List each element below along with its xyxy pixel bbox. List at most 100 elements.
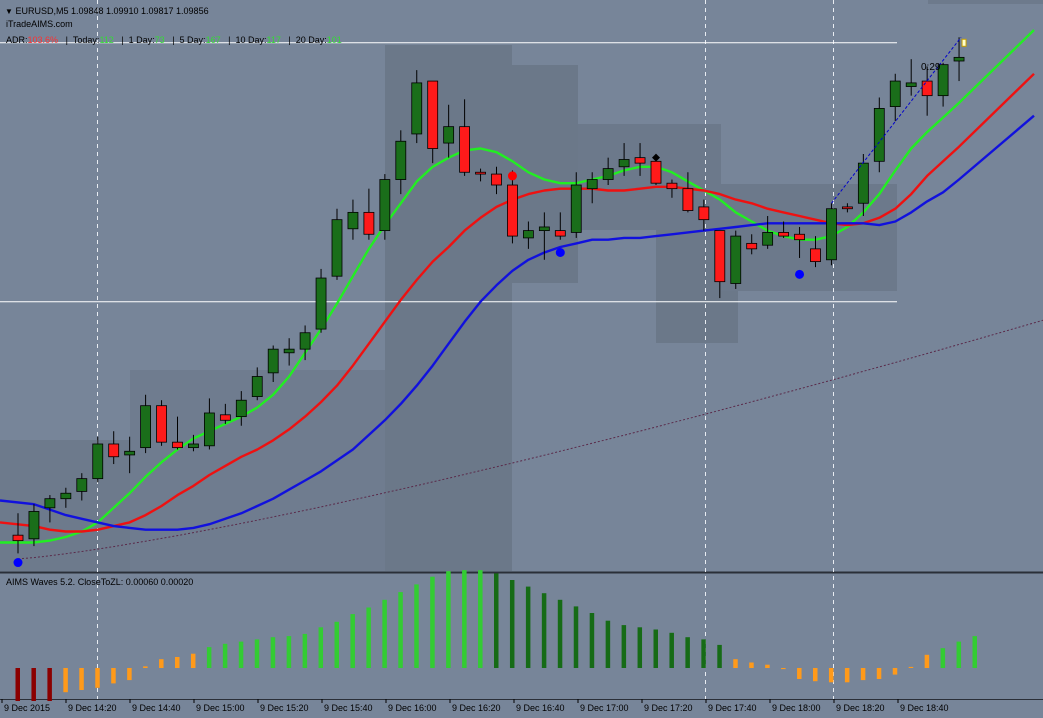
bull-candle [299,332,311,350]
buy-signal-dot [555,247,565,257]
histogram-bar [446,571,451,668]
histogram-bar [876,668,882,679]
histogram-bar [63,668,68,693]
session-zone [721,184,897,291]
bear-candle [427,80,439,149]
bull-candle [395,140,407,180]
histogram-bar [924,654,930,668]
bull-candle [188,443,199,449]
adr-label: ADR: [6,35,28,45]
bear-candle [778,232,789,237]
histogram-bar [366,607,371,668]
time-tick-label: 9 Dec 16:40 [516,703,565,713]
time-tick-label: 9 Dec 18:20 [836,703,885,713]
bear-candle [12,534,24,542]
adr-panel: ADR:103.6% | Today:112 | 1 Day:73 | 5 Da… [6,35,342,45]
divider: | [223,35,236,45]
histogram-bar [95,668,100,688]
bear-candle [156,405,167,443]
top-bar-strip [928,0,1043,4]
bull-candle [873,108,885,162]
day10-value: 117 [266,35,281,45]
bull-candle [443,126,455,144]
histogram-bar [334,621,339,668]
divider: | [167,35,180,45]
histogram-bar [972,636,977,668]
bull-candle [826,208,837,261]
histogram-bar [797,668,802,679]
long-ma-dotted-line [17,319,1043,560]
aims-waves-histogram [15,570,977,701]
bull-candle [570,184,582,233]
slow-ma-line [0,114,1035,531]
bull-candle [857,162,869,204]
bull-candle [618,159,630,168]
bull-candle [28,511,40,540]
horizontal-lines[interactable] [0,42,897,303]
histogram-bar [781,668,786,670]
time-tick-label: 9 Dec 18:40 [900,703,949,713]
histogram-bar [621,625,627,668]
histogram-bar [15,668,20,701]
bar-countdown: 0:29 [921,62,941,73]
bull-candle [267,348,279,374]
bull-candle [889,80,901,107]
today-value: 112 [99,35,114,45]
bull-candle [411,82,423,135]
bear-candle [714,230,726,283]
time-tick-label: 9 Dec 14:20 [68,703,117,713]
histogram-bar [685,637,690,668]
bull-candle [203,412,215,447]
signal-diamond [652,153,660,162]
time-tick-label: 9 Dec 17:20 [644,703,693,713]
histogram-bar [701,639,706,668]
histogram-bar [414,584,419,668]
time-tick-label: 9 Dec 14:40 [132,703,181,713]
bull-candle [315,277,327,330]
histogram-bar [350,614,355,668]
histogram-bar [478,570,483,668]
histogram-bar [127,668,132,681]
bull-candle [953,56,965,62]
histogram-bar [828,668,834,683]
bull-candle [235,399,247,418]
bear-candle [108,443,120,458]
histogram-bar [238,641,244,668]
histogram-bar [908,666,914,668]
time-tick-label: 9 Dec 15:00 [196,703,245,713]
histogram-bar [206,647,212,668]
bear-candle [650,160,662,184]
histogram-bar [254,639,260,668]
histogram-bar [541,593,547,668]
histogram-bar [430,576,435,668]
time-tick-label: 9 Dec 15:40 [324,703,373,713]
histogram-bar [398,592,403,668]
histogram-bar [749,662,754,668]
divider: | [116,35,129,45]
session-zone [130,370,385,571]
bull-candle [251,376,263,397]
bull-candle [586,179,598,190]
bear-candle [842,206,853,210]
dropdown-triangle-icon[interactable]: ▼ [5,7,13,16]
bear-candle [172,441,183,449]
price-marker [961,38,967,47]
histogram-bar [717,644,722,668]
bull-candle [331,219,343,277]
bear-candle [459,126,471,173]
bear-candle [554,230,566,237]
histogram-bar [589,613,595,668]
histogram-bar [462,570,467,668]
session-zone [0,440,130,571]
time-tick-label: 9 Dec 15:20 [260,703,309,713]
brand-label: iTradeAIMS.com [6,19,73,29]
bull-candle [730,235,742,284]
day5-label: 5 Day: [179,35,206,45]
bull-candle [140,405,152,449]
histogram-bar [286,636,292,668]
histogram-bar [509,580,515,668]
histogram-bar [494,573,499,668]
histogram-bar [175,657,180,668]
